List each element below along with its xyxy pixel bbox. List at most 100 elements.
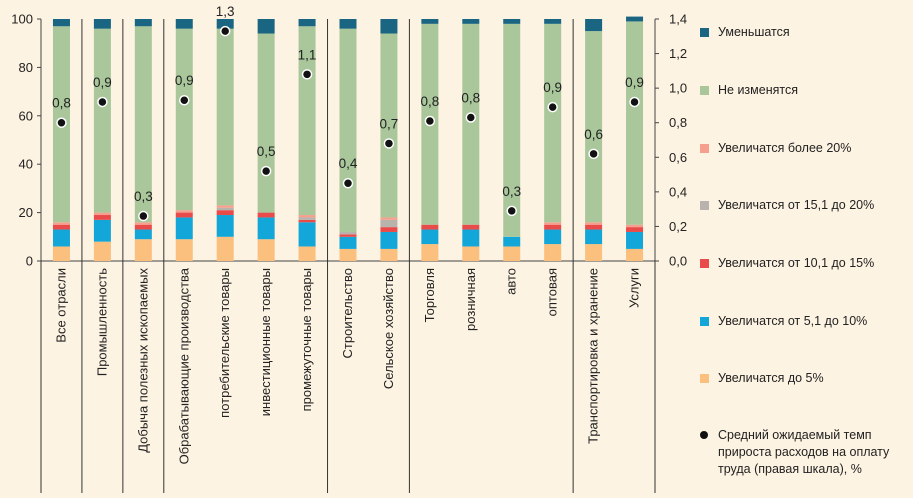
line-point-label: 1,3 [216,4,235,19]
bar-segment [503,19,521,24]
right-axis-tick-label: 1,0 [669,81,687,96]
bar-segment [216,19,234,29]
legend-label: Уменьшатся [718,25,790,39]
legend-item: Уменьшатся [700,24,908,41]
bar-segment [585,222,603,225]
category-label: Услуги [627,268,642,308]
right-axis-tick-label: 0,2 [669,219,687,234]
bar-segment [626,16,644,22]
bar-segment [462,19,480,24]
category-label: Обрабатывающие производства [176,267,191,464]
category-label: Строительство [340,268,355,358]
category-label: промежуточные товары [299,268,314,411]
bar-segment [93,19,111,29]
bar-segment [544,222,562,225]
bar-segment [52,224,70,230]
line-point [506,205,517,217]
bar-segment [544,229,562,245]
bar-segment [52,222,70,225]
bar-segment [216,28,234,206]
line-point-label: 0,3 [502,184,521,199]
legend-item: Увеличатся от 5,1 до 10% [700,313,908,330]
bar-segment [585,31,603,223]
category-label: Промышленность [94,268,109,376]
category-label: инвестиционные товары [258,268,273,416]
legend-swatch [700,259,709,268]
bar-segment [175,239,193,261]
bar-segment [216,207,234,211]
bar-segment [175,210,193,213]
bar-segment [216,215,234,237]
bar-segment [339,236,357,249]
bar-segment [503,236,521,247]
right-axis-tick-label: 1,2 [669,46,687,61]
bar-segment [585,224,603,230]
bar-segment [257,19,275,34]
bar-segment [298,222,316,247]
bar-segment [134,229,152,240]
bar-segment [585,244,603,261]
legend-item: Увеличатся от 15,1 до 20% [700,197,908,214]
bar-segment [175,19,193,29]
legend-swatch [700,201,709,210]
category-label: Торговля [422,268,437,322]
bar-segment [175,217,193,240]
line-point [260,165,272,177]
bar-segment [462,23,480,225]
bar-segment [257,33,275,213]
bar-segment [380,248,398,261]
bar-segment [339,248,357,261]
bar-segment [585,19,603,32]
bar-segment [298,217,316,220]
bar-segment [421,244,439,261]
line-point [97,96,108,108]
bar-segment [298,246,316,261]
line-point-label: 0,7 [380,116,399,131]
bar-segment [339,19,357,29]
bar-segment [503,23,521,237]
bar-segment [380,19,398,34]
bar-segment [626,224,644,228]
line-point-label: 0,9 [543,80,562,95]
line-point-label: 1,1 [298,47,317,62]
legend-swatch [700,144,709,153]
legend-label: Увеличатся от 10,1 до 15% [718,256,875,270]
line-point-label: 0,4 [339,156,358,171]
bar-segment [421,224,439,230]
line-point-label: 0,8 [461,91,480,106]
left-axis-tick-label: 80 [19,60,33,75]
bar-segment [52,229,70,247]
left-axis-tick-label: 100 [11,12,33,27]
legend-swatch [700,317,709,326]
bar-segment [216,205,234,208]
bar-segment [298,219,316,223]
bar-segment [380,227,398,232]
legend-label: Увеличатся до 5% [718,371,824,385]
bar-segment [626,248,644,261]
category-label: Все отрасли [53,268,68,343]
bar-segment [421,229,439,245]
line-point-label: 0,8 [52,96,71,111]
line-point [424,115,436,127]
bar-segment [626,231,644,249]
category-label: потребительские товары [217,268,232,418]
bar-segment [216,236,234,261]
category-label: Сельское хозяйство [381,268,396,389]
bar-segment [134,26,152,223]
line-point [629,96,640,108]
line-point [383,138,395,149]
legend-swatch [700,86,709,95]
left-axis-tick-label: 20 [19,205,33,220]
right-axis-tick-label: 1,4 [669,12,687,27]
bar-segment [544,244,562,261]
line-point [56,117,67,128]
line-point [342,177,354,189]
bar-segment [544,19,562,24]
line-point-label: 0,9 [93,75,112,90]
left-axis-tick-label: 0 [26,254,33,269]
bar-segment [298,19,316,27]
legend-swatch [700,374,709,383]
legend-label: Не изменятся [718,83,798,97]
left-axis-tick-label: 60 [19,108,33,123]
bar-segment [544,23,562,223]
